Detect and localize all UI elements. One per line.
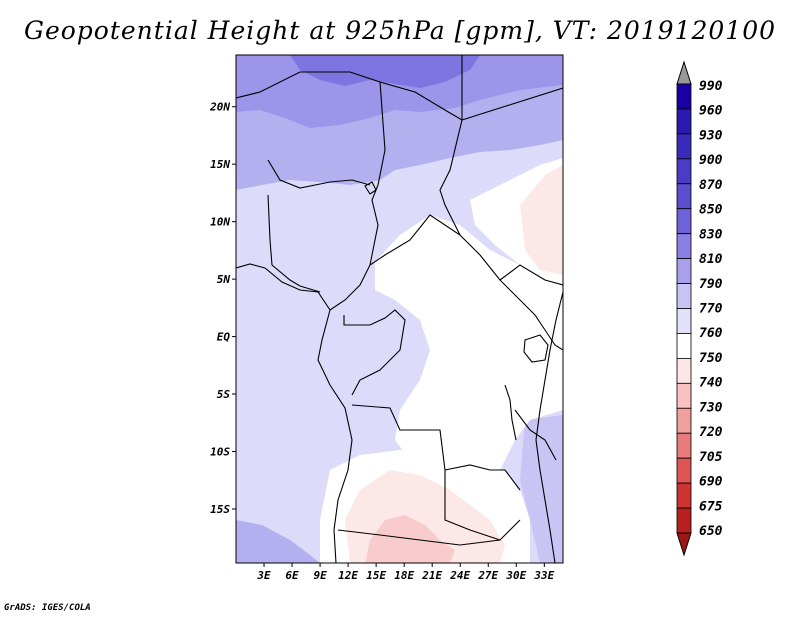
map-frame <box>235 54 564 564</box>
colorbar-level-label: 870 <box>699 178 723 193</box>
border-chad-sudan <box>439 119 463 236</box>
border-nigeria <box>267 194 321 293</box>
colorbar-swatch <box>676 507 692 534</box>
country-borders <box>236 55 563 563</box>
longitude-axis: 3E 6E 9E 12E 15E 18E 21E 24E 27E 30E 33E <box>256 563 555 582</box>
colorbar-top-arrow <box>676 60 692 85</box>
lat-tick-label: EQ <box>217 331 231 344</box>
border-mali-niger <box>267 159 371 189</box>
colorbar-swatch <box>676 357 692 384</box>
colorbar-level-label: 930 <box>699 128 723 143</box>
border-car <box>369 214 521 301</box>
colorbar-level-label: 740 <box>699 376 723 391</box>
colorbar-swatch <box>676 457 692 484</box>
lon-tick-label: 30E <box>505 569 526 582</box>
field-region-850-north <box>290 55 480 88</box>
border-tanzania <box>514 409 557 461</box>
lat-tick-label: 5N <box>217 273 231 286</box>
colorbar-swatch <box>676 333 692 359</box>
border-algeria-niger <box>236 71 350 99</box>
colorbar-level-label: 750 <box>699 351 723 366</box>
colorbar-swatch <box>676 233 692 260</box>
colorbar-swatch <box>676 407 692 434</box>
colorbar-level-label: 960 <box>699 104 723 119</box>
border-libya-chad <box>349 71 463 121</box>
lon-tick-label: 21E <box>421 569 442 582</box>
field-region-760-east <box>520 165 563 275</box>
field-region-810-southeast <box>520 415 563 563</box>
lat-tick-label: 15S <box>210 503 230 516</box>
lon-tick-label: 9E <box>313 569 327 582</box>
footer-credit: GrADS: IGES/COLA <box>4 603 91 613</box>
border-niger-chad <box>377 81 386 186</box>
colorbar-level-label: 730 <box>699 400 723 415</box>
colorbar-swatch <box>676 183 692 210</box>
coastline-east <box>535 291 563 563</box>
lake-victoria <box>523 334 549 363</box>
colorbar-swatch <box>676 108 692 135</box>
colorbar-level-label: 810 <box>699 252 723 267</box>
lon-tick-label: 3E <box>256 569 271 582</box>
colorbar-level-label: 675 <box>699 499 723 514</box>
lon-tick-label: 24E <box>449 569 470 582</box>
colorbar: 990 960 930 900 870 850 830 810 790 770 760 750 740 7… <box>676 60 723 557</box>
colorbar-swatch <box>676 432 692 459</box>
colorbar-swatch <box>676 283 692 309</box>
lake-chad <box>364 181 377 195</box>
lon-tick-label: 18E <box>394 569 414 582</box>
lat-tick-label: 20N <box>209 101 230 114</box>
latitude-axis: 20N 15N 10N 5N EQ 5S 10S 15S <box>209 101 236 516</box>
colorbar-level-label: 830 <box>699 227 723 242</box>
colorbar-swatch <box>676 382 692 409</box>
colorbar-level-label: 705 <box>699 450 723 465</box>
border-uganda-kenya <box>519 299 563 351</box>
colorbar-swatch <box>676 83 692 110</box>
border-cameroon <box>329 184 379 311</box>
border-congo <box>343 309 406 396</box>
height-field <box>236 55 563 563</box>
lake-tanganyika <box>504 384 517 441</box>
colorbar-swatch <box>676 258 692 284</box>
colorbar-swatch <box>676 133 692 160</box>
coastline-west <box>236 263 353 563</box>
colorbar-level-label: 990 <box>699 79 723 94</box>
colorbar-swatch <box>676 482 692 509</box>
colorbar-level-label: 690 <box>699 475 723 490</box>
colorbar-swatch <box>676 208 692 235</box>
border-zambia <box>444 470 501 541</box>
lat-tick-label: 5S <box>217 388 231 401</box>
border-angola-namibia <box>337 519 521 546</box>
colorbar-level-label: 760 <box>699 326 723 341</box>
colorbar-level-label: 720 <box>699 425 723 440</box>
lon-tick-label: 6E <box>285 569 299 582</box>
colorbar-level-label: 900 <box>699 153 723 168</box>
colorbar-level-label: 850 <box>699 203 723 218</box>
map-title: Geopotential Height at 925hPa [gpm], VT:… <box>23 16 777 45</box>
lon-tick-label: 12E <box>338 569 358 582</box>
colorbar-level-label: 650 <box>699 524 723 539</box>
colorbar-bottom-arrow <box>676 532 692 557</box>
lat-tick-label: 10S <box>210 446 230 459</box>
colorbar-swatch <box>676 308 692 334</box>
lon-tick-label: 15E <box>366 569 386 582</box>
field-region-770-central <box>375 215 563 478</box>
colorbar-swatch <box>676 158 692 185</box>
colorbar-level-label: 790 <box>699 277 723 292</box>
lat-tick-label: 10N <box>210 216 230 229</box>
border-south-sudan <box>499 264 563 286</box>
lat-tick-label: 15N <box>210 158 230 171</box>
colorbar-level-label: 770 <box>699 302 723 317</box>
lon-tick-label: 27E <box>477 569 498 582</box>
lon-tick-label: 33E <box>533 569 554 582</box>
field-region-810-west <box>236 520 320 563</box>
